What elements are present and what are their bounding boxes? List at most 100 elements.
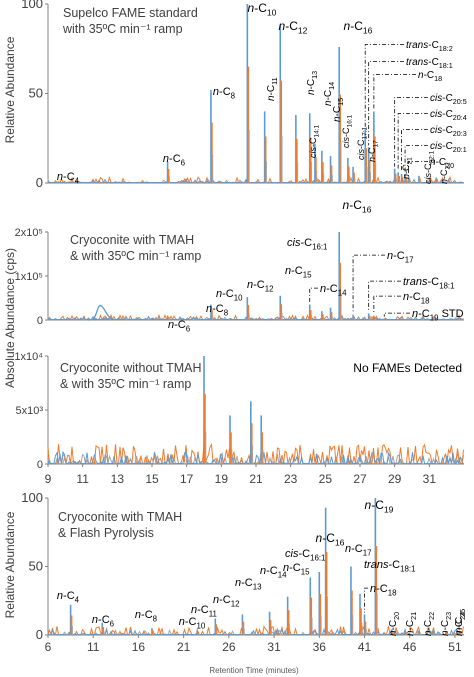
peak-label: n-C15 (283, 562, 310, 576)
baseline-trace (47, 315, 464, 321)
x-tick-label: 41 (358, 640, 372, 654)
peak-label: n-C6 (168, 319, 191, 333)
peak-label: n-C4 (57, 171, 80, 185)
peak-label: trans-C18:1 (403, 276, 455, 290)
y-axis-label-absolute: Absolute Abundance (cps) (3, 248, 17, 388)
y-tick-label: 0 (36, 175, 43, 190)
panel-title: & Flash Pyrolysis (58, 526, 154, 540)
peak-label: n-C18 (403, 291, 430, 305)
panel-title: Cryoconite without TMAH (60, 361, 202, 375)
x-tick-label: 15 (145, 472, 159, 486)
peak-label: cis-C22:1 (423, 151, 436, 184)
peak-label: n-C23 (440, 612, 453, 636)
peak-label: n-C12 (247, 279, 274, 293)
panel-title: Supelco FAME standard (63, 6, 198, 20)
y-tick-label: 0 (36, 627, 43, 642)
y-tick-label: 0 (37, 315, 43, 327)
x-tick-label: 21 (177, 640, 191, 654)
peak-label: n-C20 (430, 157, 454, 170)
label-leader (368, 280, 401, 312)
x-tick-label: 9 (45, 472, 52, 486)
y-tick-label: 50 (29, 86, 43, 101)
peak-label: n-C6 (163, 153, 186, 167)
peak-label: n-C4 (57, 590, 80, 604)
label-leader (364, 44, 404, 128)
y-tick-label: 0 (37, 459, 43, 471)
peak-label: n-C10 (216, 288, 243, 302)
label-leader (408, 161, 428, 174)
y-tick-label: 5x10³ (15, 405, 43, 417)
peak-label: n-C8 (213, 86, 236, 100)
peak-label: n-C21 (405, 612, 418, 636)
peak-label: n-C21 (401, 157, 414, 179)
peak-label: n-C16 (343, 198, 372, 215)
peak-label: n-C8 (206, 303, 229, 317)
peak-label: n-C20 (388, 612, 401, 636)
x-tick-label: 11 (87, 640, 100, 654)
peak-label: trans-C18:1 (406, 57, 453, 70)
peak-label: n-C14 (260, 565, 287, 579)
peak-label: n-C8 (135, 609, 158, 623)
peak-label: n-C25 (454, 609, 467, 633)
label-leader (401, 129, 428, 173)
x-tick-label: 19 (215, 472, 229, 486)
x-tick-label: 31 (267, 640, 281, 654)
label-leader (309, 287, 318, 303)
peak-label: n-C10 (248, 1, 277, 18)
x-tick-label: 6 (45, 640, 52, 654)
label-leader (364, 587, 368, 613)
panel-3: 0 5x10³ 1x10⁴ 9 11 13 15 17 19 21 23 25 27 29 31 Cryoco… (14, 351, 464, 486)
panel-title: & with 35ºC min⁻¹ ramp (60, 377, 191, 391)
y-axis-label-relative-top: Relative Abundance (3, 36, 17, 143)
peak-label: n-C14 (323, 82, 336, 106)
panel-title: with 35ºC min⁻¹ ramp (62, 22, 183, 36)
panel-4: 0 50 100 6 11 16 21 26 31 36 41 46 51 Cryoconite with… (21, 490, 467, 654)
peak-label: cis-C16:1 (287, 237, 328, 251)
panel-note: No FAMEs Detected (353, 361, 462, 375)
x-tick-label: 23 (284, 472, 298, 486)
peak-label: n-C16 (344, 19, 373, 36)
x-tick-label: 51 (448, 640, 462, 654)
x-tick-label: 25 (319, 472, 333, 486)
panel-2: 0 1x10⁵ 2x10⁵ Cryoconite with TMAH & with 35… (15, 198, 464, 333)
peak-label: n-C22 (423, 612, 436, 636)
peak-label: n-C15 (332, 98, 345, 122)
y-tick-label: 100 (21, 490, 43, 505)
x-tick-label: 16 (132, 640, 146, 654)
label-leader (397, 113, 428, 171)
x-tick-label: 26 (222, 640, 236, 654)
peak-label: n-C13 (235, 577, 262, 591)
peak-mark (87, 304, 113, 321)
peak-label: n-C14 (320, 283, 347, 297)
peak-label: n-C6 (92, 614, 115, 628)
x-tick-label: 29 (388, 472, 402, 486)
peak-label: n-C22 (439, 162, 452, 184)
y-tick-label: 2x10⁵ (15, 227, 43, 239)
x-tick-label: 27 (353, 472, 367, 486)
x-tick-label: 13 (111, 472, 125, 486)
peak-label: cis-C16:1 (285, 548, 326, 562)
peak-label: n-C10 (179, 616, 206, 630)
label-leader (368, 61, 404, 146)
y-tick-label: 100 (21, 0, 43, 11)
peak-label: n-C15 (285, 265, 312, 279)
peak-label: cis-C17:1 (356, 127, 369, 160)
peak-label: n-C17 (367, 140, 380, 162)
y-tick-label: 1x10⁴ (14, 351, 43, 363)
peak-label: n-C17 (387, 250, 414, 264)
x-axis-title: Retention Time (minutes) (209, 666, 299, 675)
label-leader (352, 254, 385, 313)
peak-label: cis-C20:5 (430, 93, 467, 106)
peak-label: cis-C20:1 (430, 141, 467, 154)
peak-label: n-C13 (306, 71, 319, 95)
x-tick-label: 11 (76, 472, 89, 486)
peak-label: n-C18 (418, 70, 442, 83)
label-leader (373, 295, 401, 314)
peak-label: trans-C18:2 (406, 40, 453, 53)
peak-label: n-C19 STD (412, 308, 464, 322)
peak-label: n-C17 (345, 543, 372, 557)
peak-label: n-C11 (266, 77, 279, 101)
label-leader (383, 312, 410, 317)
label-leader (373, 74, 416, 110)
